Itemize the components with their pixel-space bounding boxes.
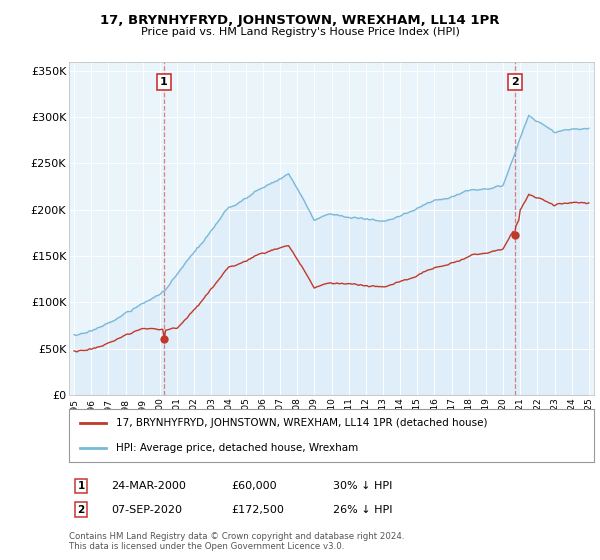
Text: £172,500: £172,500 [231, 505, 284, 515]
Text: 1: 1 [77, 481, 85, 491]
Text: HPI: Average price, detached house, Wrexham: HPI: Average price, detached house, Wrex… [116, 442, 359, 452]
Text: 26% ↓ HPI: 26% ↓ HPI [333, 505, 392, 515]
Text: 2: 2 [77, 505, 85, 515]
Text: 07-SEP-2020: 07-SEP-2020 [111, 505, 182, 515]
Text: 24-MAR-2000: 24-MAR-2000 [111, 481, 186, 491]
Text: Price paid vs. HM Land Registry's House Price Index (HPI): Price paid vs. HM Land Registry's House … [140, 27, 460, 37]
Text: 17, BRYNHYFRYD, JOHNSTOWN, WREXHAM, LL14 1PR: 17, BRYNHYFRYD, JOHNSTOWN, WREXHAM, LL14… [100, 14, 500, 27]
Text: £60,000: £60,000 [231, 481, 277, 491]
Text: 30% ↓ HPI: 30% ↓ HPI [333, 481, 392, 491]
Text: 17, BRYNHYFRYD, JOHNSTOWN, WREXHAM, LL14 1PR (detached house): 17, BRYNHYFRYD, JOHNSTOWN, WREXHAM, LL14… [116, 418, 488, 428]
Text: Contains HM Land Registry data © Crown copyright and database right 2024.
This d: Contains HM Land Registry data © Crown c… [69, 532, 404, 552]
Text: 1: 1 [160, 77, 168, 87]
Text: 2: 2 [511, 77, 519, 87]
